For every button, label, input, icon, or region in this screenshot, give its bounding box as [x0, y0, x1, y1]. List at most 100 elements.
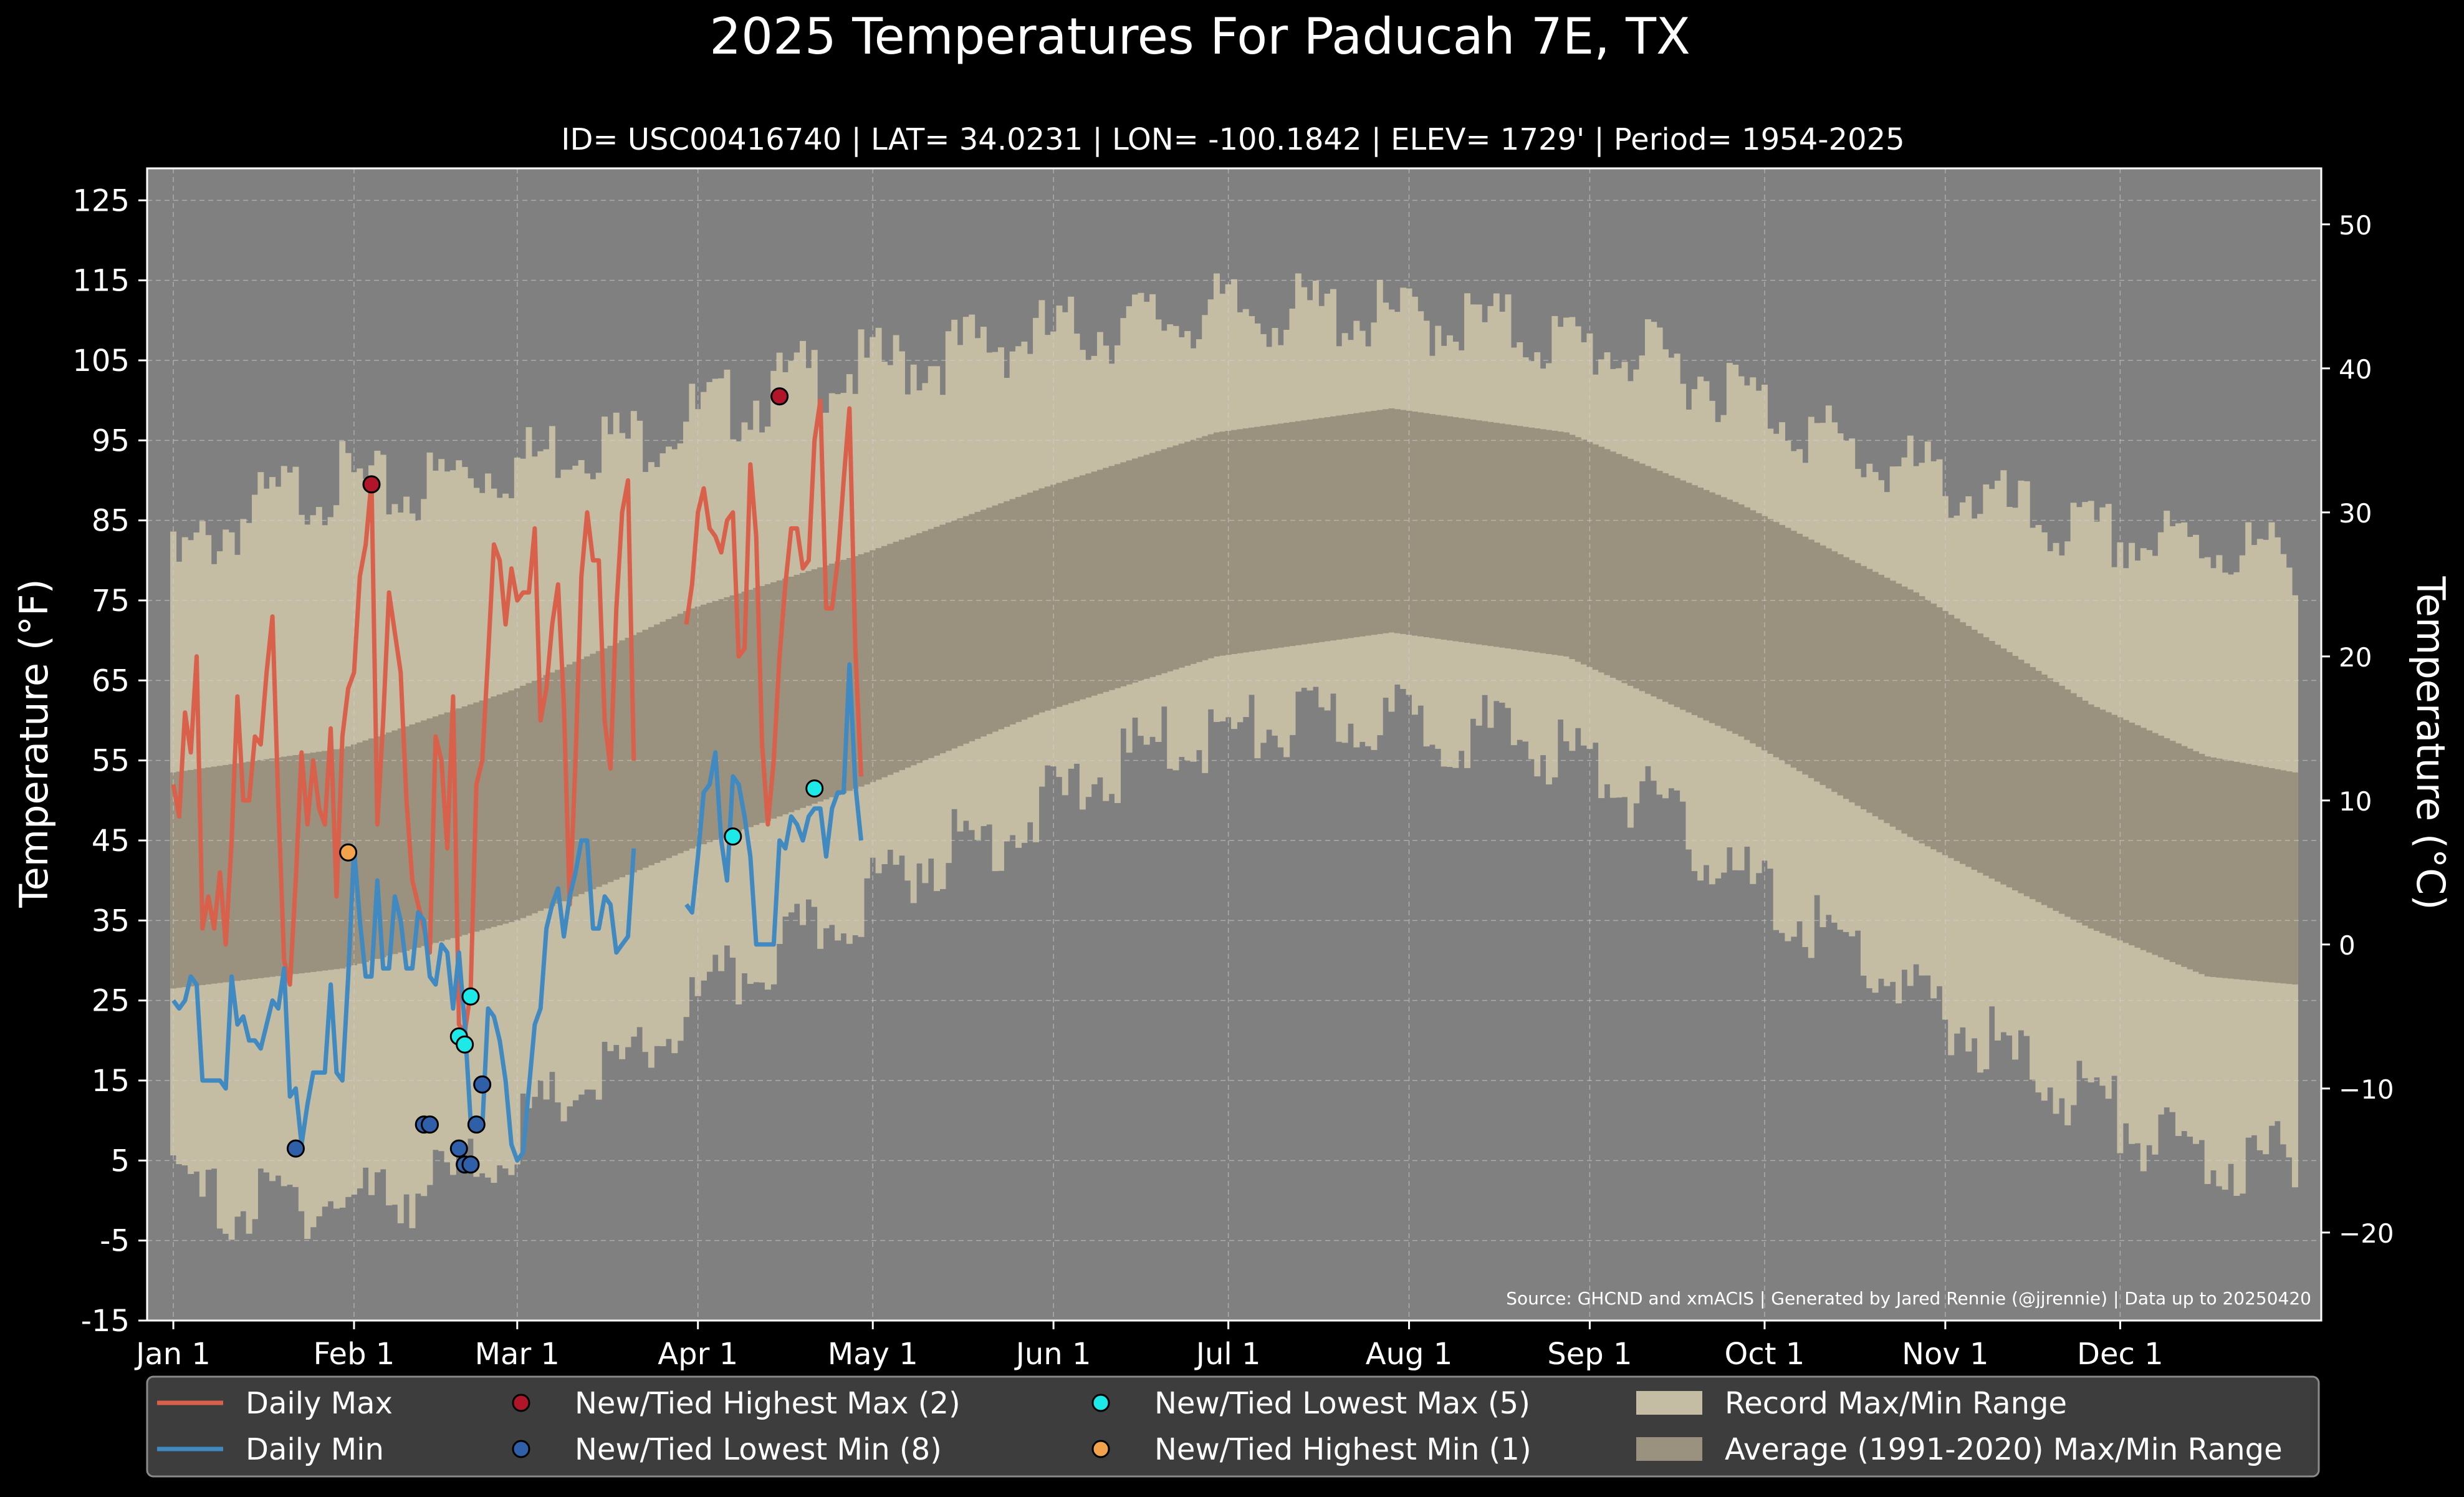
normal-range-bar — [1644, 466, 1651, 694]
normal-range-bar — [2251, 764, 2258, 981]
normal-range-bar — [368, 738, 375, 961]
x-tick-label: Apr 1 — [658, 1337, 738, 1372]
normal-range-bar — [2152, 733, 2159, 955]
normal-range-bar — [1726, 499, 1733, 731]
normal-range-bar — [1609, 451, 1616, 678]
normal-range-bar — [537, 678, 544, 911]
normal-range-bar — [1411, 412, 1418, 636]
normal-range-bar — [1651, 468, 1657, 696]
normal-range-bar — [1237, 429, 1244, 653]
x-tick-label: Mar 1 — [475, 1337, 560, 1372]
normal-range-bar — [531, 680, 538, 913]
normal-range-bar — [1062, 481, 1068, 705]
normal-range-bar — [1394, 409, 1401, 633]
normal-range-bar — [2088, 704, 2094, 929]
normal-range-bar — [1802, 536, 1809, 775]
normal-range-bar — [1790, 531, 1797, 768]
normal-range-bar — [491, 696, 497, 927]
normal-range-bar — [2210, 757, 2217, 978]
normal-range-bar — [1120, 462, 1127, 686]
normal-range-bar — [1913, 592, 1920, 840]
normal-range-bar — [240, 762, 247, 981]
normal-range-bar — [1365, 412, 1372, 636]
normal-range-bar — [1977, 633, 1983, 873]
normal-range-bar — [2169, 741, 2176, 963]
normal-range-bar — [835, 561, 841, 796]
normal-range-bar — [2012, 655, 2019, 890]
normal-range-bar — [858, 554, 865, 787]
y-tick-label-right: 0 — [2339, 930, 2356, 961]
x-tick-label: Jan 1 — [134, 1337, 211, 1372]
normal-range-bar — [910, 535, 917, 766]
normal-range-bar — [1202, 436, 1209, 660]
normal-range-bar — [1668, 475, 1675, 705]
normal-range-bar — [1103, 468, 1110, 692]
normal-range-bar — [1126, 460, 1133, 685]
legend-swatch-marker — [1091, 1440, 1110, 1458]
normal-range-bar — [1213, 432, 1220, 657]
normal-range-bar — [275, 758, 282, 976]
legend-label: Record Max/Min Range — [1725, 1386, 2067, 1421]
normal-range-bar — [747, 589, 754, 827]
normal-range-bar — [840, 559, 847, 793]
y-tick-label: 105 — [72, 344, 130, 378]
normal-range-bar — [176, 771, 183, 988]
normal-range-bar — [1301, 420, 1308, 645]
normal-range-bar — [426, 718, 433, 945]
normal-range-bar — [648, 627, 654, 865]
new-tied-lowest-min-marker — [473, 1075, 492, 1094]
normal-range-bar — [362, 740, 369, 963]
normal-range-bar — [1044, 486, 1051, 711]
normal-range-bar — [1341, 415, 1348, 639]
normal-range-bar — [1639, 463, 1646, 691]
normal-range-bar — [1831, 551, 1838, 792]
normal-range-bar — [1884, 577, 1891, 824]
normal-range-bar — [1592, 444, 1599, 670]
normal-range-bar — [625, 637, 631, 875]
normal-range-bar — [1161, 449, 1167, 673]
y-tick-label-right: −10 — [2339, 1074, 2394, 1105]
normal-range-bar — [2192, 751, 2199, 972]
normal-range-bar — [432, 716, 439, 943]
daily-min-line — [171, 662, 863, 1163]
normal-range-bar — [1796, 534, 1803, 771]
x-tick-label: Sep 1 — [1547, 1337, 1632, 1372]
y-tick-label-right: 40 — [2339, 354, 2372, 385]
normal-range-bar — [1190, 440, 1197, 664]
normal-range-bar — [1359, 412, 1366, 637]
normal-range-bar — [1149, 453, 1156, 677]
normal-range-bar — [805, 570, 812, 806]
normal-range-bar — [1510, 425, 1517, 650]
normal-range-bar — [374, 736, 381, 959]
normal-range-bar — [287, 756, 294, 975]
normal-range-bar — [310, 753, 317, 972]
normal-range-bar — [1627, 458, 1634, 686]
normal-range-bar — [689, 608, 696, 849]
normal-range-bar — [1172, 445, 1179, 670]
normal-range-bar — [403, 726, 410, 951]
normal-range-bar — [1662, 473, 1669, 702]
normal-range-bar — [1709, 492, 1715, 723]
normal-range-bar — [1027, 493, 1033, 718]
normal-range-bar — [479, 700, 486, 930]
normal-range-bar — [1505, 424, 1512, 648]
new-tied-highest-min-marker — [339, 843, 358, 862]
normal-range-bar — [1464, 418, 1471, 643]
normal-range-bar — [736, 593, 742, 832]
normal-range-bar — [1429, 413, 1436, 638]
normal-range-bar — [1528, 427, 1535, 652]
normal-range-bar — [2274, 769, 2281, 983]
normal-range-bar — [1242, 428, 1249, 653]
normal-range-bar — [1604, 449, 1611, 675]
normal-range-bar — [1540, 429, 1546, 653]
normal-range-bar — [1178, 443, 1185, 668]
normal-range-bar — [520, 685, 527, 918]
normal-range-bar — [1318, 418, 1325, 642]
normal-range-bar — [1557, 431, 1564, 656]
normal-range-bar — [2233, 761, 2240, 980]
normal-range-bar — [969, 514, 976, 741]
normal-range-bar — [1079, 475, 1086, 700]
new-tied-lowest-max-marker — [805, 779, 824, 798]
normal-range-bar — [1225, 430, 1232, 655]
